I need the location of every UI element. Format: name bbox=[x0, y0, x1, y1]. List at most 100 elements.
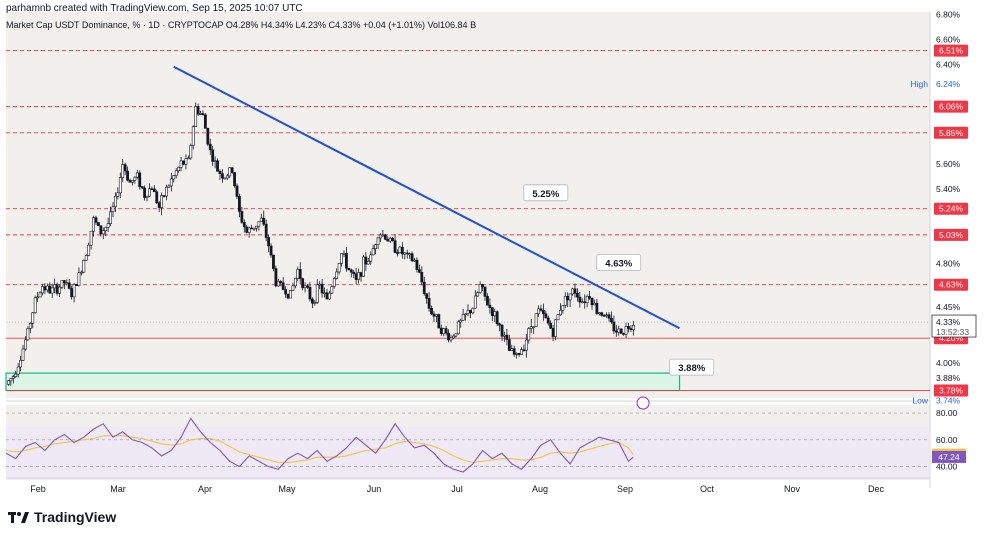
low-marker-value: 3.74% bbox=[936, 395, 961, 405]
candle-body bbox=[417, 269, 421, 273]
candle bbox=[189, 143, 193, 160]
candle-body bbox=[505, 334, 509, 340]
candle-body bbox=[279, 280, 283, 284]
candle bbox=[26, 326, 30, 341]
candle bbox=[182, 160, 185, 166]
candle-body bbox=[233, 172, 236, 187]
candle-body bbox=[403, 252, 407, 255]
price-tick-label: 6.60% bbox=[936, 34, 961, 44]
candle bbox=[28, 322, 32, 334]
candle bbox=[520, 346, 523, 355]
event-flash-icon[interactable] bbox=[636, 396, 650, 410]
candle bbox=[595, 299, 599, 315]
candle bbox=[590, 297, 594, 310]
callout-box-0[interactable] bbox=[523, 184, 569, 202]
candle bbox=[264, 219, 268, 242]
candle bbox=[186, 155, 190, 160]
candle-body bbox=[75, 284, 78, 286]
candle-body bbox=[70, 288, 74, 298]
candle-body bbox=[315, 284, 319, 303]
candle-body bbox=[473, 295, 477, 309]
candle-body bbox=[383, 234, 387, 240]
candle bbox=[376, 236, 380, 249]
candle-body bbox=[546, 317, 550, 324]
candle-body bbox=[106, 223, 110, 228]
candle bbox=[546, 315, 550, 326]
candle bbox=[160, 192, 164, 215]
callout-box-1[interactable] bbox=[596, 254, 642, 271]
candle-body bbox=[45, 285, 49, 291]
candle-body bbox=[203, 114, 207, 129]
candle-body bbox=[274, 268, 278, 287]
candle bbox=[104, 226, 108, 237]
time-tick-label: Oct bbox=[700, 484, 715, 494]
candle-body bbox=[507, 339, 511, 351]
price-tick-label: 6.40% bbox=[936, 59, 961, 69]
level-label-7: 3.78% bbox=[939, 386, 964, 396]
candle-body bbox=[238, 196, 241, 212]
candle bbox=[449, 334, 453, 343]
candle-body bbox=[242, 222, 246, 228]
candle-body bbox=[449, 337, 453, 341]
candle-body bbox=[563, 295, 567, 306]
candle-body bbox=[109, 211, 112, 224]
candle-body bbox=[140, 186, 144, 189]
candle bbox=[269, 243, 273, 258]
brand-logo[interactable]: TradingView bbox=[8, 509, 116, 525]
candle bbox=[544, 310, 548, 319]
creator-line: parhamnb created with TradingView.com, S… bbox=[6, 3, 303, 14]
candle bbox=[191, 125, 195, 150]
candle bbox=[67, 278, 71, 290]
candle bbox=[174, 168, 178, 179]
candle-body bbox=[544, 313, 548, 319]
candle-body bbox=[447, 332, 450, 341]
candle-body bbox=[610, 317, 613, 323]
candle-body bbox=[240, 211, 244, 223]
candle-body bbox=[97, 222, 100, 226]
candle bbox=[556, 314, 560, 321]
candle-body bbox=[228, 167, 232, 177]
symbol-legend[interactable]: Market Cap USDT Dominance, % · 1D · CRYP… bbox=[6, 20, 477, 30]
candle-body bbox=[520, 349, 523, 355]
candle-body bbox=[391, 238, 395, 241]
candle bbox=[235, 183, 239, 200]
candle-body bbox=[298, 269, 302, 279]
candle bbox=[349, 268, 353, 278]
candle-body bbox=[276, 280, 280, 287]
candle-body bbox=[148, 188, 151, 197]
candle bbox=[507, 334, 511, 351]
candle bbox=[471, 307, 475, 315]
candle bbox=[77, 267, 81, 287]
candle-body bbox=[330, 286, 334, 294]
candle bbox=[568, 293, 572, 307]
candle bbox=[55, 282, 59, 296]
candle bbox=[223, 177, 227, 180]
candle bbox=[464, 313, 467, 321]
candle-body bbox=[364, 256, 368, 265]
support-zone[interactable] bbox=[5, 372, 681, 392]
candle bbox=[123, 162, 127, 175]
candle-body bbox=[398, 246, 402, 253]
candle-body bbox=[558, 309, 562, 315]
callout-box-2[interactable] bbox=[669, 358, 715, 376]
candle bbox=[62, 279, 66, 290]
candle-body bbox=[259, 217, 263, 222]
candle-body bbox=[393, 240, 397, 253]
candle bbox=[352, 269, 356, 279]
candle-body bbox=[371, 248, 375, 256]
candle-body bbox=[218, 171, 222, 174]
candle bbox=[203, 113, 207, 129]
candle-body bbox=[196, 106, 200, 115]
candle bbox=[447, 329, 450, 343]
candle-body bbox=[357, 272, 360, 280]
candle-body bbox=[118, 177, 122, 194]
candle bbox=[524, 334, 528, 358]
candle bbox=[143, 185, 147, 201]
time-tick-label: Sep bbox=[617, 484, 633, 494]
candle-body bbox=[48, 285, 52, 294]
candle-body bbox=[369, 254, 373, 262]
descending-trendline[interactable] bbox=[173, 65, 681, 330]
candle bbox=[238, 193, 241, 218]
candle-body bbox=[128, 179, 132, 183]
candle bbox=[364, 252, 368, 271]
